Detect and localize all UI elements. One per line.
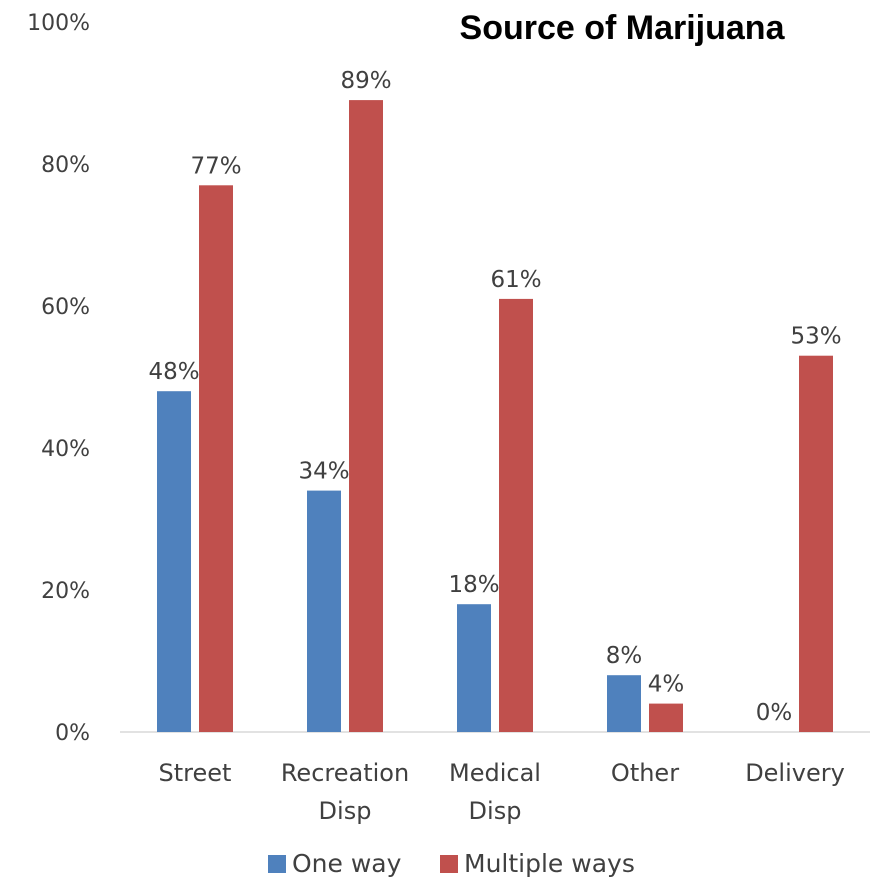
category-labels: Street Recreation Disp Medical Disp Other Deli… xyxy=(159,759,845,825)
category-label: Recreation xyxy=(281,759,409,787)
y-tick-label: 100% xyxy=(27,11,90,36)
category-label: Other xyxy=(611,759,679,787)
y-tick-label: 20% xyxy=(41,579,90,604)
bar xyxy=(607,675,641,732)
data-label: 89% xyxy=(340,68,391,94)
category-label: Disp xyxy=(469,797,522,825)
category-label: Medical xyxy=(449,759,541,787)
data-label: 18% xyxy=(448,572,499,598)
data-label: 4% xyxy=(648,672,685,698)
bar xyxy=(307,490,341,732)
chart-title: Source of Marijuana xyxy=(460,9,786,47)
bar xyxy=(649,703,683,732)
bar xyxy=(499,298,533,732)
y-tick-label: 0% xyxy=(55,721,90,746)
legend-swatch xyxy=(440,855,458,873)
legend: One way Multiple ways xyxy=(268,849,635,878)
data-label: 53% xyxy=(790,324,841,350)
bar xyxy=(457,604,491,732)
legend-swatch xyxy=(268,855,286,873)
data-label: 0% xyxy=(756,700,793,726)
y-tick-label: 40% xyxy=(41,437,90,462)
bar xyxy=(157,391,191,732)
data-label: 8% xyxy=(606,643,643,669)
y-tick-label: 60% xyxy=(41,295,90,320)
y-axis-ticks: 0% 20% 40% 60% 80% 100% xyxy=(27,11,90,746)
category-label: Disp xyxy=(319,797,372,825)
data-label: 48% xyxy=(148,359,199,385)
legend-label: One way xyxy=(292,849,402,878)
legend-label: Multiple ways xyxy=(464,849,635,878)
data-label: 77% xyxy=(190,153,241,179)
data-labels: 48% 77% 34% 89% 18% 61% 8%4% 0% 53% xyxy=(148,68,841,726)
bar xyxy=(349,100,383,733)
data-label: 61% xyxy=(490,267,541,293)
data-label: 34% xyxy=(298,459,349,485)
bars xyxy=(157,100,833,733)
category-label: Street xyxy=(159,759,232,787)
bar xyxy=(799,355,833,732)
category-label: Delivery xyxy=(745,759,845,787)
bar xyxy=(199,185,233,733)
y-tick-label: 80% xyxy=(41,153,90,178)
